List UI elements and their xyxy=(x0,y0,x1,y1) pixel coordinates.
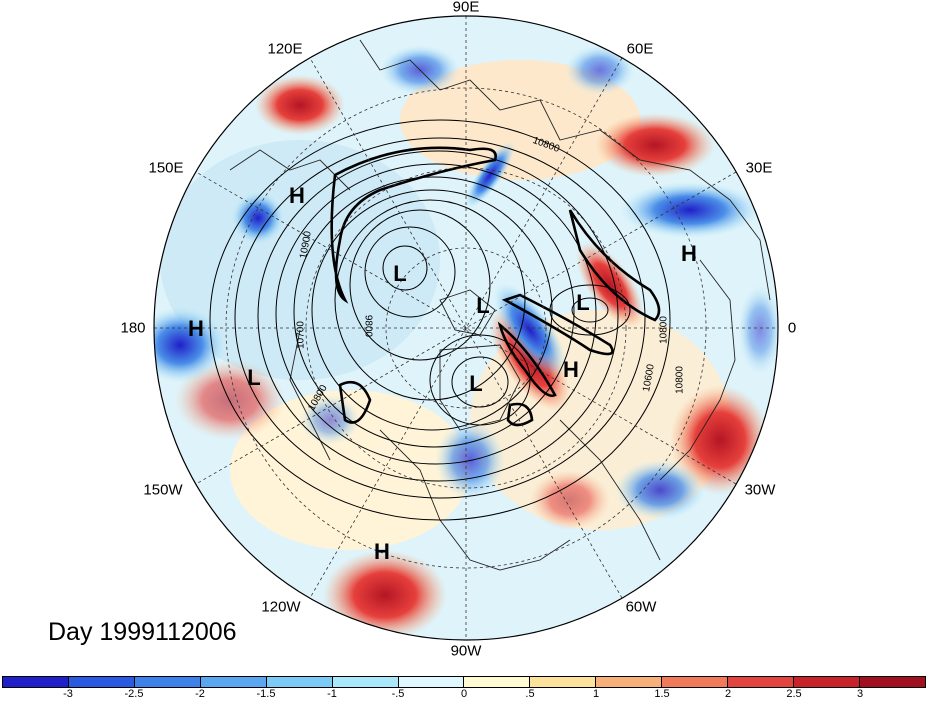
contour-label: 9800 xyxy=(362,314,374,338)
colorbar-box xyxy=(332,677,399,687)
lon-label-90w: 90W xyxy=(450,642,482,660)
low-pressure-marker: L xyxy=(576,290,590,315)
colorbar-tick-label: -3 xyxy=(63,688,73,700)
colorbar-box xyxy=(3,677,69,687)
colorbar-box xyxy=(728,677,795,687)
colorbar-box xyxy=(662,677,729,687)
low-pressure-marker: L xyxy=(476,293,490,318)
colorbar-box xyxy=(464,677,531,687)
contour-label: 10700 xyxy=(295,321,307,349)
colorbar-box xyxy=(794,677,860,687)
colorbar-tick-label: -.5 xyxy=(391,688,405,700)
high-pressure-marker: H xyxy=(681,241,697,266)
lon-label-90e: 90E xyxy=(452,0,480,16)
lon-label-150e: 150E xyxy=(148,159,184,177)
height-contours xyxy=(209,119,671,521)
lon-label-120w: 120W xyxy=(261,598,301,616)
lon-label-150w: 150W xyxy=(143,481,183,499)
colorbar-box xyxy=(68,677,135,687)
colorbar-box xyxy=(530,677,597,687)
jet-contours xyxy=(330,146,661,427)
colorbar-tick-label: 3 xyxy=(856,688,864,700)
high-pressure-marker: H xyxy=(374,539,390,564)
colorbar-tick-label: 0 xyxy=(460,688,468,700)
colorbar-tick-label: 1.5 xyxy=(654,688,670,700)
lon-label-180: 180 xyxy=(120,319,146,337)
high-pressure-marker: H xyxy=(289,183,305,208)
colorbar-box xyxy=(398,677,465,687)
colorbar-box xyxy=(200,677,267,687)
contour-label: 10800 xyxy=(658,316,670,344)
colorbar xyxy=(2,676,926,688)
lon-label-0: 0 xyxy=(787,319,797,337)
anomaly-field xyxy=(154,16,778,640)
lon-label-60w: 60W xyxy=(625,598,657,616)
colorbar-tick-label: 2.5 xyxy=(786,688,802,700)
colorbar-tick-label: -2 xyxy=(195,688,205,700)
lon-label-60e: 60E xyxy=(626,40,654,58)
lon-label-30e: 30E xyxy=(745,159,773,177)
colorbar-tick-label: -1 xyxy=(327,688,337,700)
graticule xyxy=(154,16,778,640)
low-pressure-marker: L xyxy=(393,261,407,286)
colorbar-box xyxy=(266,677,333,687)
colorbar-box xyxy=(859,677,925,687)
low-pressure-marker: L xyxy=(469,371,483,396)
lon-label-30w: 30W xyxy=(744,481,776,499)
colorbar-tick-label: -1.5 xyxy=(256,688,276,700)
lon-label-120e: 120E xyxy=(267,40,303,58)
map-boundary xyxy=(153,15,779,641)
colorbar-tick-label: .5 xyxy=(525,688,535,700)
colorbar-tick-label: -2.5 xyxy=(124,688,144,700)
contour-label: 10800 xyxy=(674,366,686,394)
high-pressure-marker: H xyxy=(563,357,579,382)
colorbar-box xyxy=(134,677,201,687)
polar-map xyxy=(153,15,779,641)
colorbar-tick-label: 2 xyxy=(724,688,732,700)
high-pressure-marker: H xyxy=(188,316,204,341)
colorbar-tick-label: 1 xyxy=(592,688,600,700)
plot-title: Day 1999112006 xyxy=(48,618,237,646)
colorbar-box xyxy=(596,677,663,687)
low-pressure-marker: L xyxy=(247,365,261,390)
